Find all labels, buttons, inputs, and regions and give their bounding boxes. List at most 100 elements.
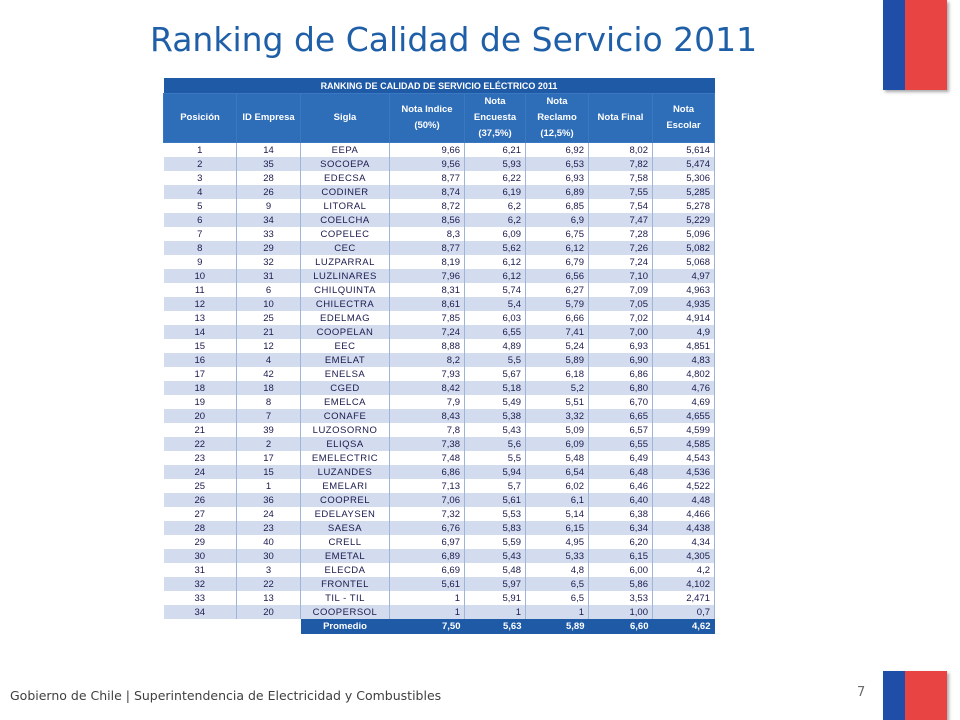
table-cell: CONAFE bbox=[300, 409, 390, 423]
table-cell: 5,5 bbox=[464, 451, 526, 465]
table-cell: 4,599 bbox=[652, 423, 715, 437]
table-cell: 7,55 bbox=[588, 185, 653, 199]
table-cell: 6,48 bbox=[588, 465, 653, 479]
table-cell: 22 bbox=[163, 437, 237, 451]
table-cell: 6,22 bbox=[464, 171, 526, 185]
table-cell: 4,83 bbox=[652, 353, 715, 367]
table-cell: 8,42 bbox=[389, 381, 465, 395]
table-cell: 29 bbox=[163, 535, 237, 549]
table-cell: 5,79 bbox=[525, 297, 589, 311]
table-row: 8 29 CEC 8,77 5,62 6,12 7,26 5,082 bbox=[163, 241, 715, 255]
table-row: 28 23 SAESA 6,76 5,83 6,15 6,34 4,438 bbox=[163, 521, 715, 535]
footer-text: Gobierno de Chile | Superintendencia de … bbox=[10, 688, 442, 703]
table-cell: 5,49 bbox=[464, 395, 526, 409]
table-cell: COOPREL bbox=[300, 493, 390, 507]
table-cell: 6,53 bbox=[525, 157, 589, 171]
table-cell: 5,61 bbox=[389, 577, 465, 591]
table-cell: 4 bbox=[163, 185, 237, 199]
average-value: 6,60 bbox=[588, 619, 653, 634]
table-cell: 6,86 bbox=[389, 465, 465, 479]
column-header: Nota Escolar bbox=[652, 93, 715, 143]
table-row: 9 32 LUZPARRAL 8,19 6,12 6,79 7,24 5,068 bbox=[163, 255, 715, 269]
table-cell: 40 bbox=[236, 535, 301, 549]
table-row: 24 15 LUZANDES 6,86 5,94 6,54 6,48 4,536 bbox=[163, 465, 715, 479]
table-row: 19 8 EMELCA 7,9 5,49 5,51 6,70 4,69 bbox=[163, 395, 715, 409]
table-cell: 22 bbox=[236, 577, 301, 591]
table-row: 20 7 CONAFE 8,43 5,38 3,32 6,65 4,655 bbox=[163, 409, 715, 423]
table-cell: 7,00 bbox=[588, 325, 653, 339]
table-cell: 1 bbox=[163, 142, 237, 157]
table-cell: 6,9 bbox=[525, 213, 589, 227]
table-cell: 4,935 bbox=[652, 297, 715, 311]
table-cell: 8,31 bbox=[389, 283, 465, 297]
table-cell: 7,47 bbox=[588, 213, 653, 227]
table-cell: 6,92 bbox=[525, 142, 589, 157]
column-header-line: (37,5%) bbox=[478, 128, 512, 139]
table-row: 26 36 COOPREL 7,06 5,61 6,1 6,40 4,48 bbox=[163, 493, 715, 507]
table-cell: 6,93 bbox=[588, 339, 653, 353]
table-cell: 6 bbox=[163, 213, 237, 227]
table-cell: 5,83 bbox=[464, 521, 526, 535]
column-header-line: Nota bbox=[484, 96, 506, 107]
table-cell: 4 bbox=[236, 353, 301, 367]
table-cell: 4,963 bbox=[652, 283, 715, 297]
table-cell: 7,54 bbox=[588, 199, 653, 213]
table-cell: 6,09 bbox=[525, 437, 589, 451]
table-cell: 12 bbox=[236, 339, 301, 353]
table-cell: ELIQSA bbox=[300, 437, 390, 451]
table-cell: EMELARI bbox=[300, 479, 390, 493]
table-cell: 5,229 bbox=[652, 213, 715, 227]
table-cell: 23 bbox=[236, 521, 301, 535]
table-cell: 14 bbox=[236, 142, 301, 157]
table-cell: 6,85 bbox=[525, 199, 589, 213]
table-cell: 6,70 bbox=[588, 395, 653, 409]
table-cell: 32 bbox=[163, 577, 237, 591]
table-cell: 7,24 bbox=[588, 255, 653, 269]
average-row: Promedio 7,50 5,63 5,89 6,60 4,62 bbox=[163, 619, 715, 634]
table-cell: 5,93 bbox=[464, 157, 526, 171]
column-header: Posición bbox=[163, 93, 237, 143]
table-cell: 7,9 bbox=[389, 395, 465, 409]
column-header: Sigla bbox=[300, 93, 390, 143]
table-row: 14 21 COOPELAN 7,24 6,55 7,41 7,00 4,9 bbox=[163, 325, 715, 339]
table-cell: 6,38 bbox=[588, 507, 653, 521]
table-cell: 4,89 bbox=[464, 339, 526, 353]
table-cell: 6,56 bbox=[525, 269, 589, 283]
average-value: 5,63 bbox=[464, 619, 526, 634]
table-cell: 23 bbox=[163, 451, 237, 465]
table-cell: 6,76 bbox=[389, 521, 465, 535]
table-cell: CODINER bbox=[300, 185, 390, 199]
table-cell: 13 bbox=[236, 591, 301, 605]
table-cell: 17 bbox=[236, 451, 301, 465]
table-cell: CHILQUINTA bbox=[300, 283, 390, 297]
table-cell: 4,802 bbox=[652, 367, 715, 381]
table-cell: 8,72 bbox=[389, 199, 465, 213]
table-cell: 6,89 bbox=[389, 549, 465, 563]
table-cell: EEC bbox=[300, 339, 390, 353]
table-cell: 6,57 bbox=[588, 423, 653, 437]
table-cell: 5,082 bbox=[652, 241, 715, 255]
table-cell: 7,05 bbox=[588, 297, 653, 311]
average-value: 4,62 bbox=[652, 619, 715, 634]
table-cell: 5,62 bbox=[464, 241, 526, 255]
table-cell: 5,278 bbox=[652, 199, 715, 213]
table-row: 33 13 TIL - TIL 1 5,91 6,5 3,53 2,471 bbox=[163, 591, 715, 605]
column-header: Nota Reclamo (12,5%) bbox=[525, 93, 589, 143]
table-cell: 3 bbox=[236, 563, 301, 577]
table-cell: 16 bbox=[163, 353, 237, 367]
table-cell: CHILECTRA bbox=[300, 297, 390, 311]
table-row: 23 17 EMELECTRIC 7,48 5,5 5,48 6,49 4,543 bbox=[163, 451, 715, 465]
table-cell: 5,59 bbox=[464, 535, 526, 549]
table-cell: COOPELAN bbox=[300, 325, 390, 339]
table-cell: 5,24 bbox=[525, 339, 589, 353]
table-cell: 32 bbox=[236, 255, 301, 269]
table-cell: 25 bbox=[163, 479, 237, 493]
table-cell: 2 bbox=[236, 437, 301, 451]
table-cell: 4,438 bbox=[652, 521, 715, 535]
table-cell: 13 bbox=[163, 311, 237, 325]
table-cell: 7,48 bbox=[389, 451, 465, 465]
table-cell: 6,18 bbox=[525, 367, 589, 381]
column-header-line: Posición bbox=[180, 112, 220, 123]
table-cell: 1 bbox=[389, 605, 465, 619]
table-cell: 8,19 bbox=[389, 255, 465, 269]
